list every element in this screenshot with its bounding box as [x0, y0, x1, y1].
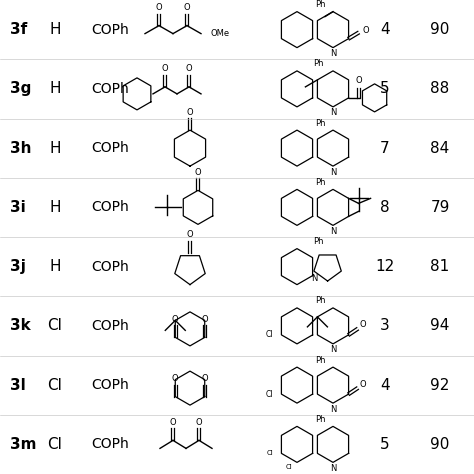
Text: 3k: 3k	[10, 319, 31, 333]
Text: N: N	[330, 405, 336, 414]
Text: COPh: COPh	[91, 319, 129, 333]
Text: H: H	[49, 200, 61, 215]
Text: Cl: Cl	[47, 319, 63, 333]
Text: COPh: COPh	[91, 82, 129, 96]
Text: Cl: Cl	[267, 450, 273, 456]
Text: Cl: Cl	[266, 390, 273, 399]
Text: 84: 84	[430, 141, 450, 155]
Text: O: O	[187, 230, 193, 239]
Text: O: O	[186, 64, 192, 73]
Text: N: N	[330, 227, 336, 236]
Text: O: O	[201, 374, 208, 383]
Text: O: O	[184, 3, 191, 12]
Text: 3g: 3g	[10, 82, 31, 96]
Text: Ph: Ph	[315, 0, 326, 9]
Text: O: O	[356, 76, 362, 85]
Text: OMe: OMe	[211, 29, 230, 38]
Text: O: O	[362, 26, 369, 35]
Text: COPh: COPh	[91, 438, 129, 451]
Text: COPh: COPh	[91, 378, 129, 392]
Text: 4: 4	[380, 22, 390, 37]
Text: O: O	[172, 374, 179, 383]
Text: H: H	[49, 82, 61, 96]
Text: O: O	[155, 3, 162, 12]
Text: O: O	[172, 315, 179, 324]
Text: O: O	[187, 108, 193, 117]
Text: O: O	[170, 418, 176, 427]
Text: O: O	[196, 418, 202, 427]
Text: 81: 81	[430, 259, 450, 274]
Text: Ph: Ph	[315, 118, 326, 128]
Text: 3j: 3j	[10, 259, 26, 274]
Text: H: H	[49, 141, 61, 155]
Text: H: H	[49, 22, 61, 37]
Text: 94: 94	[430, 319, 450, 333]
Text: 8: 8	[380, 200, 390, 215]
Text: N: N	[311, 273, 317, 283]
Text: N: N	[330, 109, 336, 118]
Text: N: N	[330, 346, 336, 355]
Text: O: O	[359, 380, 366, 389]
Text: Cl: Cl	[47, 378, 63, 392]
Text: Cl: Cl	[47, 437, 63, 452]
Text: Ph: Ph	[315, 356, 326, 365]
Text: Ph: Ph	[315, 415, 326, 424]
Text: 90: 90	[430, 22, 450, 37]
Text: 12: 12	[375, 259, 395, 274]
Text: 5: 5	[380, 82, 390, 96]
Text: 79: 79	[430, 200, 450, 215]
Text: Ph: Ph	[313, 237, 324, 246]
Text: COPh: COPh	[91, 260, 129, 273]
Text: 5: 5	[380, 437, 390, 452]
Text: COPh: COPh	[91, 141, 129, 155]
Text: Ph: Ph	[315, 178, 326, 187]
Text: 3i: 3i	[10, 200, 26, 215]
Text: 3h: 3h	[10, 141, 31, 155]
Text: 3m: 3m	[10, 437, 36, 452]
Text: 88: 88	[430, 82, 450, 96]
Text: 3f: 3f	[10, 22, 27, 37]
Text: 3: 3	[380, 319, 390, 333]
Text: 4: 4	[380, 378, 390, 392]
Text: N: N	[330, 49, 336, 58]
Text: COPh: COPh	[91, 201, 129, 214]
Text: 92: 92	[430, 378, 450, 392]
Text: H: H	[49, 259, 61, 274]
Text: Cl: Cl	[285, 465, 292, 470]
Text: Ph: Ph	[313, 59, 324, 68]
Text: Ph: Ph	[315, 296, 326, 305]
Text: O: O	[162, 64, 168, 73]
Text: Cl: Cl	[266, 330, 273, 339]
Text: O: O	[359, 320, 366, 329]
Text: N: N	[330, 168, 336, 177]
Text: 3l: 3l	[10, 378, 26, 392]
Text: COPh: COPh	[91, 23, 129, 36]
Text: 7: 7	[380, 141, 390, 155]
Text: O: O	[201, 315, 208, 324]
Text: N: N	[330, 464, 336, 473]
Text: 90: 90	[430, 437, 450, 452]
Text: O: O	[195, 168, 201, 177]
